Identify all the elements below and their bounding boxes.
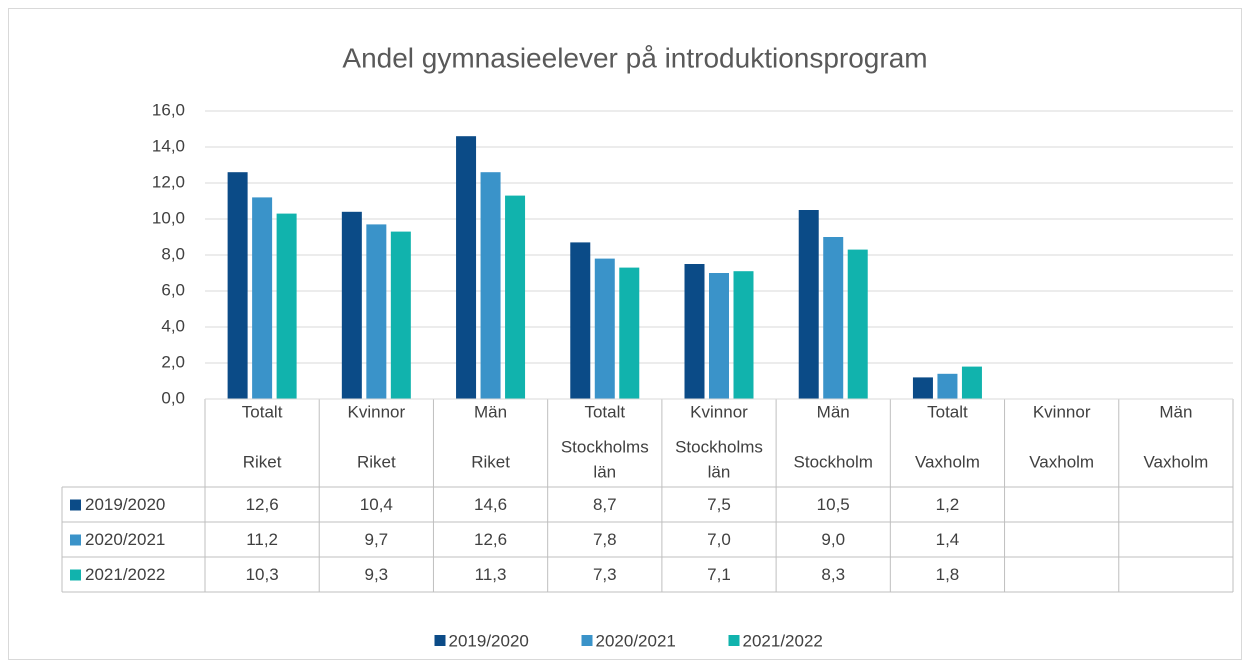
chart-title: Andel gymnasieelever på introduktionspro… bbox=[342, 42, 927, 73]
x-tick-label: län bbox=[708, 462, 731, 481]
bar bbox=[480, 172, 501, 399]
x-tick-label: Totalt bbox=[242, 402, 283, 421]
bar bbox=[505, 195, 526, 399]
table-value: 7,5 bbox=[707, 495, 731, 514]
x-tick-label: Män bbox=[1159, 402, 1192, 421]
table-value: 7,0 bbox=[707, 530, 731, 549]
table-value: 11,2 bbox=[246, 530, 278, 549]
x-tick-label: Kvinnor bbox=[348, 402, 406, 421]
bar bbox=[961, 366, 982, 399]
table-value: 1,8 bbox=[936, 565, 960, 584]
bar bbox=[912, 377, 933, 399]
y-tick-label: 12,0 bbox=[152, 172, 185, 191]
legend-label: 2019/2020 bbox=[449, 631, 529, 650]
x-tick-label: Män bbox=[474, 402, 507, 421]
table-value: 12,6 bbox=[246, 495, 279, 514]
y-tick-label: 4,0 bbox=[161, 316, 185, 335]
bar bbox=[456, 136, 477, 399]
bar bbox=[823, 237, 844, 399]
y-tick-label: 14,0 bbox=[152, 136, 185, 155]
bar bbox=[684, 264, 705, 399]
legend-key bbox=[434, 635, 446, 646]
bar bbox=[252, 197, 273, 399]
table-value: 14,6 bbox=[474, 495, 507, 514]
table-legend-key bbox=[70, 499, 81, 511]
bar bbox=[570, 242, 591, 399]
bar bbox=[847, 249, 868, 399]
table-value: 7,1 bbox=[707, 565, 731, 584]
y-tick-label: 16,0 bbox=[152, 100, 185, 119]
x-tick-label: län bbox=[593, 462, 616, 481]
legend-label: 2020/2021 bbox=[596, 631, 676, 650]
bar bbox=[733, 271, 754, 399]
table-value: 11,3 bbox=[475, 565, 507, 584]
bar bbox=[594, 258, 615, 399]
table-value: 1,2 bbox=[936, 495, 960, 514]
bar bbox=[798, 210, 819, 399]
y-tick-label: 8,0 bbox=[161, 244, 185, 263]
x-tick-label: Kvinnor bbox=[690, 402, 748, 421]
x-tick-label: Vaxholm bbox=[915, 452, 980, 471]
table-legend-key bbox=[70, 534, 81, 546]
bar bbox=[341, 211, 362, 399]
x-tick-label: Riket bbox=[243, 452, 282, 471]
table-series-name: 2019/2020 bbox=[85, 495, 165, 514]
legend-label: 2021/2022 bbox=[743, 631, 823, 650]
table-value: 10,5 bbox=[817, 495, 850, 514]
table-legend-key bbox=[70, 569, 81, 581]
table-value: 9,7 bbox=[365, 530, 389, 549]
legend-key bbox=[728, 635, 740, 646]
x-tick-label: Stockholms bbox=[675, 437, 763, 456]
bar bbox=[227, 172, 248, 399]
table-value: 7,8 bbox=[593, 530, 617, 549]
y-tick-label: 0,0 bbox=[161, 388, 185, 407]
x-tick-label: Riket bbox=[471, 452, 510, 471]
legend-key bbox=[581, 635, 593, 646]
x-tick-label: Riket bbox=[357, 452, 396, 471]
x-tick-label: Vaxholm bbox=[1029, 452, 1094, 471]
table-value: 9,3 bbox=[365, 565, 389, 584]
x-tick-label: Stockholm bbox=[794, 452, 873, 471]
x-tick-label: Kvinnor bbox=[1033, 402, 1091, 421]
bar bbox=[276, 213, 297, 399]
table-series-name: 2021/2022 bbox=[85, 565, 165, 584]
bar bbox=[390, 231, 411, 399]
table-value: 10,3 bbox=[246, 565, 279, 584]
x-tick-label: Stockholms bbox=[561, 437, 649, 456]
y-tick-label: 2,0 bbox=[161, 352, 185, 371]
y-tick-label: 10,0 bbox=[152, 208, 185, 227]
y-tick-label: 6,0 bbox=[161, 280, 185, 299]
table-value: 12,6 bbox=[474, 530, 507, 549]
x-tick-label: Totalt bbox=[927, 402, 968, 421]
table-series-name: 2020/2021 bbox=[85, 530, 165, 549]
x-tick-label: Vaxholm bbox=[1143, 452, 1208, 471]
x-tick-label: Totalt bbox=[584, 402, 625, 421]
table-value: 8,3 bbox=[821, 565, 845, 584]
bar bbox=[619, 267, 640, 399]
table-value: 7,3 bbox=[593, 565, 617, 584]
table-value: 8,7 bbox=[593, 495, 617, 514]
bar bbox=[937, 373, 958, 399]
table-value: 10,4 bbox=[360, 495, 393, 514]
table-value: 1,4 bbox=[936, 530, 960, 549]
x-tick-label: Män bbox=[817, 402, 850, 421]
bar bbox=[709, 273, 729, 399]
table-value: 9,0 bbox=[821, 530, 845, 549]
bar bbox=[366, 224, 387, 399]
